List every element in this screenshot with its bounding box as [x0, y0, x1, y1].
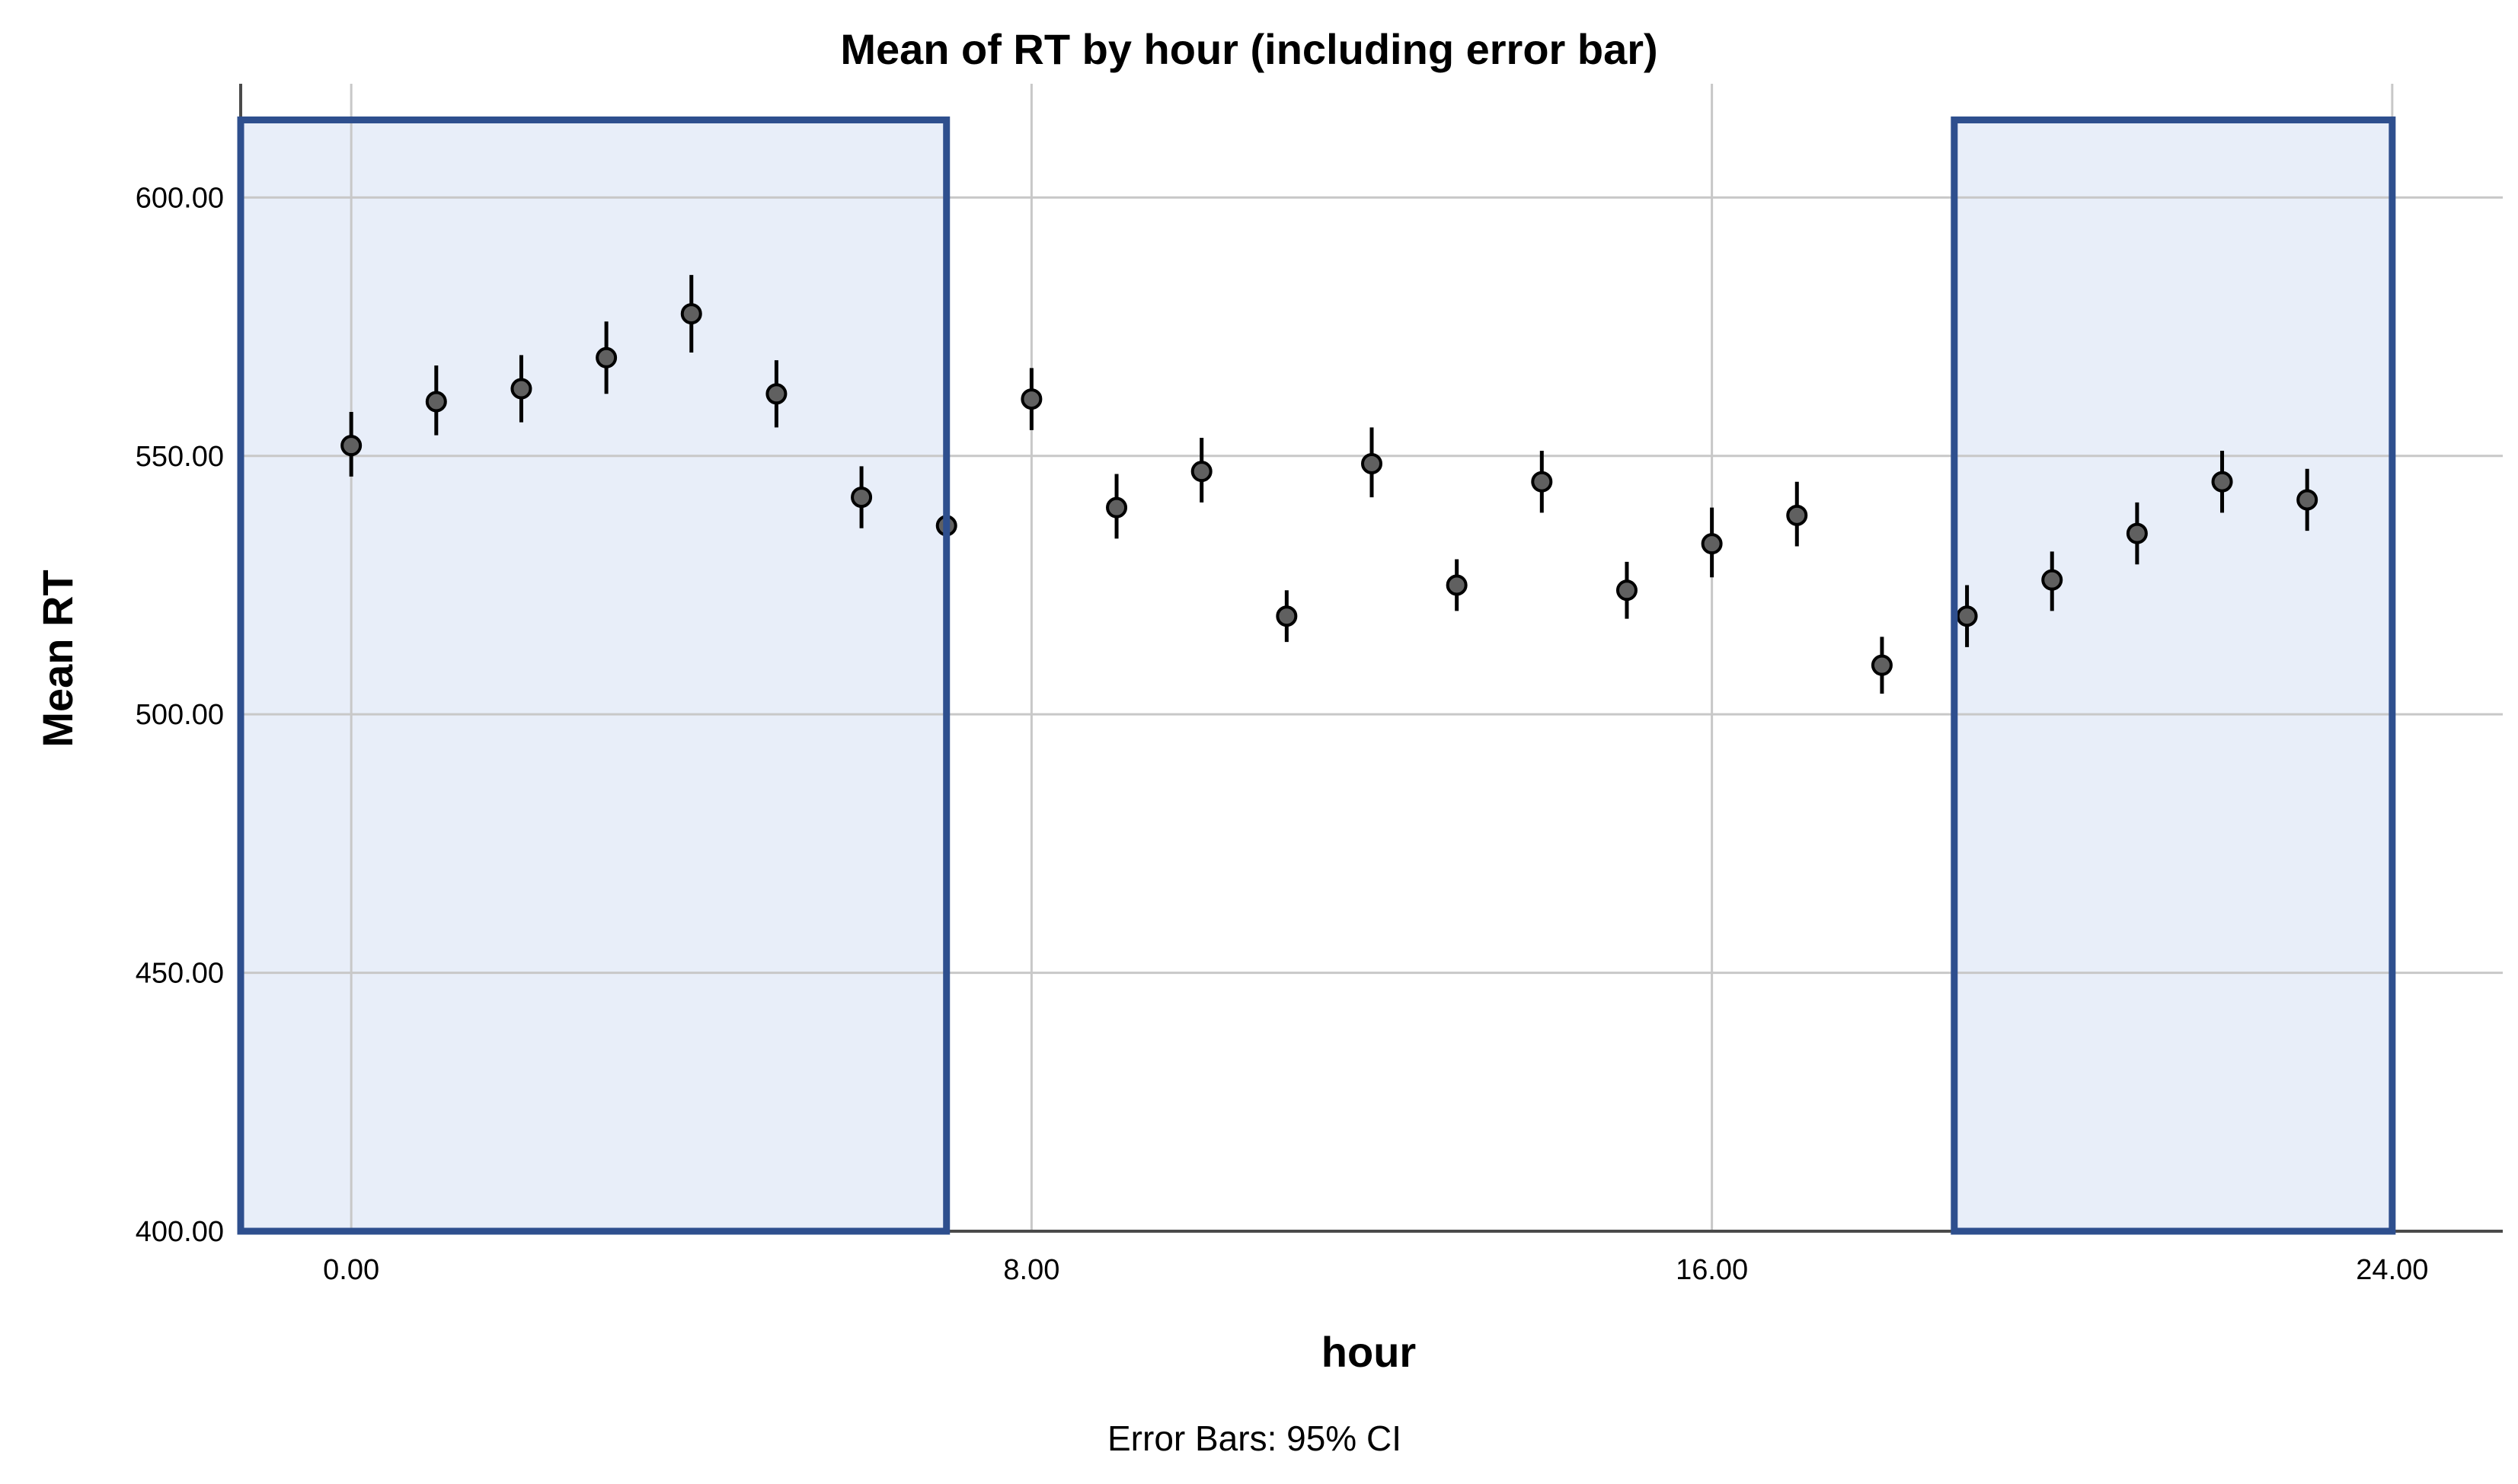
data-point-hour-1 — [425, 365, 447, 436]
mean-marker — [340, 435, 363, 457]
highlight-region-fill-1 — [241, 120, 947, 1231]
data-point-hour-23 — [2296, 468, 2318, 531]
y-tick-label-550: 550.00 — [136, 441, 224, 473]
y-tick-label-500: 500.00 — [136, 699, 224, 731]
mean-marker — [425, 391, 447, 413]
mean-marker — [2126, 522, 2148, 544]
data-point-hour-16 — [1701, 507, 1723, 578]
mean-marker — [1190, 461, 1213, 483]
data-point-hour-21 — [2126, 502, 2148, 565]
x-tick-label-0: 0.00 — [323, 1254, 379, 1286]
mean-marker — [1615, 579, 1638, 602]
mean-marker — [1276, 605, 1298, 627]
mean-marker — [510, 378, 532, 400]
y-tick-label-450: 450.00 — [136, 958, 224, 990]
mean-marker — [2211, 471, 2233, 493]
y-tick-label-600: 600.00 — [136, 182, 224, 214]
mean-marker — [1106, 496, 1128, 519]
mean-marker — [851, 487, 873, 509]
mean-marker — [765, 383, 788, 405]
data-points — [237, 116, 2396, 1235]
mean-marker — [2296, 489, 2318, 511]
mean-marker — [2041, 569, 2063, 591]
data-point-hour-20 — [2041, 551, 2063, 611]
y-tick-label-400: 400.00 — [136, 1216, 224, 1248]
mean-marker — [1446, 574, 1468, 596]
error-bars-footnote: Error Bars: 95% CI — [1107, 1419, 1401, 1458]
data-point-hour-4 — [680, 275, 702, 353]
data-point-hour-11 — [1276, 590, 1298, 643]
highlight-region-border-1 — [237, 116, 951, 1235]
data-point-hour-13 — [1446, 559, 1468, 611]
highlight-region-border-2 — [1951, 116, 2396, 1235]
data-point-hour-17 — [1786, 481, 1808, 547]
x-tick-label-24: 24.00 — [2356, 1254, 2428, 1286]
mean-marker — [1871, 654, 1893, 676]
data-point-hour-12 — [1361, 427, 1382, 498]
data-point-hour-19 — [1956, 585, 1978, 647]
data-point-hour-15 — [1615, 561, 1638, 619]
data-point-hour-14 — [1531, 450, 1553, 513]
mean-marker — [1786, 504, 1808, 526]
mean-marker — [1956, 605, 1978, 627]
mean-marker — [1021, 388, 1043, 410]
data-point-hour-9 — [1106, 474, 1128, 539]
mean-marker — [1361, 452, 1382, 474]
data-point-hour-22 — [2211, 450, 2233, 513]
highlight-regions — [241, 120, 2392, 1231]
highlight-region-fill-2 — [1954, 120, 2392, 1231]
mean-marker — [596, 346, 618, 369]
data-point-hour-2 — [510, 355, 532, 423]
data-point-hour-6 — [851, 466, 873, 528]
mean-marker — [1531, 471, 1553, 493]
mean-marker — [1701, 533, 1723, 555]
x-tick-label-8: 8.00 — [1003, 1254, 1059, 1286]
data-point-hour-10 — [1190, 437, 1213, 503]
data-point-hour-5 — [765, 360, 788, 428]
data-point-hour-0 — [340, 412, 363, 477]
y-axis-title: Mean RT — [34, 570, 81, 747]
x-axis-title: hour — [1321, 1328, 1416, 1376]
data-point-hour-8 — [1021, 368, 1043, 430]
data-point-hour-18 — [1871, 637, 1893, 694]
chart-title: Mean of RT by hour (including error bar) — [840, 25, 1657, 73]
tick-labels: 400.00 450.00 500.00 550.00 600.00 0.00 8.00 16… — [136, 182, 2429, 1286]
x-tick-label-16: 16.00 — [1676, 1254, 1748, 1286]
mean-marker — [680, 303, 702, 325]
data-point-hour-3 — [596, 321, 618, 394]
